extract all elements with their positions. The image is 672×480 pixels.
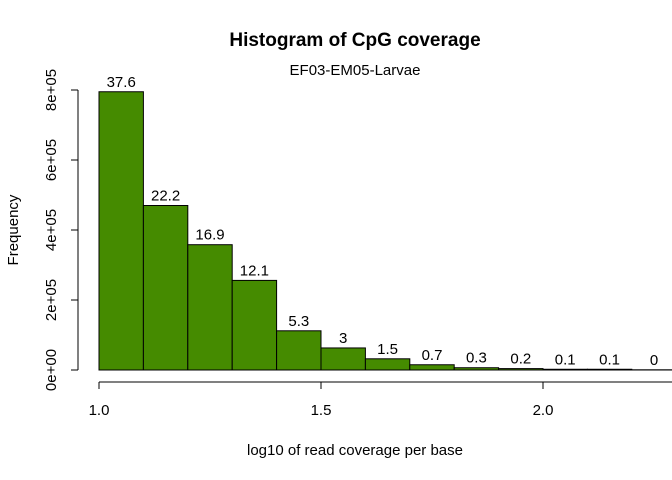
chart-subtitle: EF03-EM05-Larvae bbox=[290, 62, 421, 79]
y-axis-tick-label: 2e+05 bbox=[43, 279, 60, 321]
histogram-bar bbox=[542, 368, 588, 371]
histogram-bar bbox=[586, 368, 633, 371]
y-axis-tick-label: 8e+05 bbox=[43, 69, 60, 111]
histogram-bar bbox=[98, 91, 144, 371]
bar-percent-label: 5.3 bbox=[288, 313, 309, 330]
histogram-bar bbox=[498, 368, 544, 371]
x-axis-label: log10 of read coverage per base bbox=[247, 442, 463, 459]
chart-title: Histogram of CpG coverage bbox=[229, 30, 480, 51]
x-axis-tick-label: 1.5 bbox=[311, 402, 332, 419]
x-axis-tick-label: 2.0 bbox=[533, 402, 554, 419]
bar-percent-label: 37.6 bbox=[107, 74, 136, 91]
bar-percent-label: 0.3 bbox=[466, 350, 487, 367]
y-axis-tick-label: 4e+05 bbox=[43, 209, 60, 251]
bar-percent-label: 0.1 bbox=[555, 351, 576, 368]
histogram-bar bbox=[276, 330, 322, 371]
histogram-bar bbox=[231, 279, 278, 371]
histogram-bar bbox=[364, 358, 411, 371]
bar-percent-label: 0.2 bbox=[510, 351, 531, 368]
bar-percent-label: 3 bbox=[339, 330, 347, 347]
bar-percent-label: 0.7 bbox=[422, 347, 443, 364]
plot-area: 37.6 22.2 16.9 12.1 5.3 3 1.5 0.7 0.3 0.2 0.1 0.1 0 0… bbox=[43, 69, 672, 419]
histogram-bar bbox=[142, 205, 189, 371]
histogram-bar bbox=[409, 364, 455, 371]
bar-percent-label: 16.9 bbox=[195, 227, 224, 244]
bar-percent-label: 0 bbox=[650, 352, 658, 369]
histogram-bar bbox=[453, 367, 500, 371]
y-axis-tick-label: 6e+05 bbox=[43, 139, 60, 181]
x-axis-tick-label: 1.0 bbox=[89, 402, 110, 419]
y-axis-label: Frequency bbox=[5, 194, 22, 265]
bar-percent-label: 12.1 bbox=[240, 262, 269, 279]
histogram-bar bbox=[320, 347, 366, 371]
y-axis-tick-label: 0e+00 bbox=[43, 349, 60, 391]
bar-percent-label: 0.1 bbox=[599, 351, 620, 368]
bar-percent-label: 22.2 bbox=[151, 188, 180, 205]
bar-percent-label: 1.5 bbox=[377, 341, 398, 358]
histogram-bar bbox=[187, 244, 233, 371]
